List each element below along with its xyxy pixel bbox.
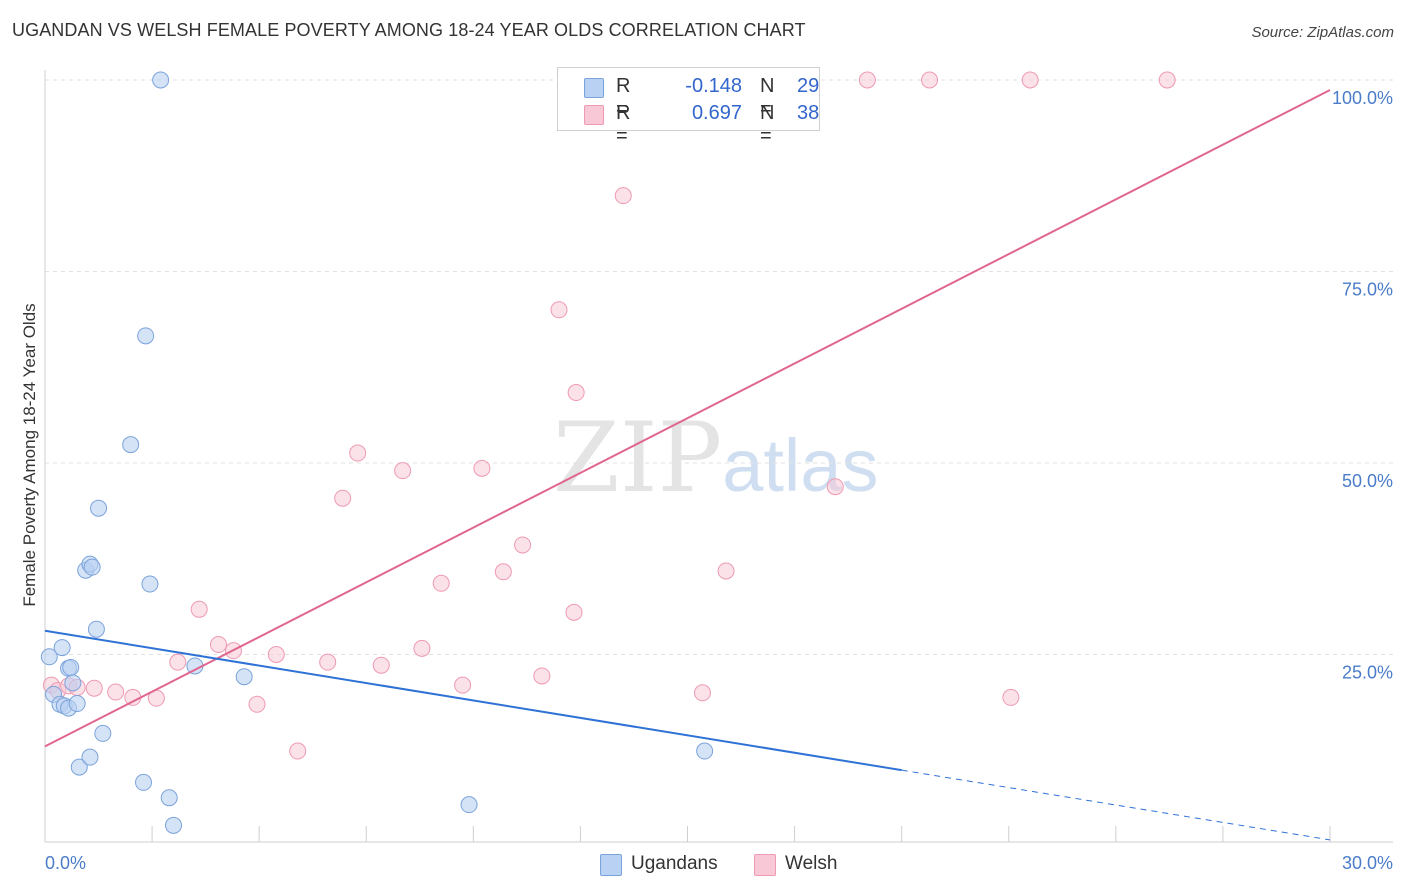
ugandans-point: [62, 659, 80, 677]
welsh-point: [107, 683, 125, 701]
welsh-point: [921, 71, 939, 89]
y-tick-label: 100.0%: [1332, 88, 1393, 108]
welsh-point: [372, 656, 390, 674]
welsh-point: [394, 462, 412, 480]
ugandans-point: [68, 695, 86, 713]
ugandans-point: [137, 327, 155, 345]
ugandans-point: [53, 639, 71, 657]
n-label: N =: [760, 75, 775, 120]
welsh-point: [169, 653, 187, 671]
n-label: N =: [760, 102, 775, 147]
welsh-point: [413, 639, 431, 657]
welsh-point: [1158, 71, 1176, 89]
n-value: 38: [797, 102, 820, 124]
welsh-swatch: [754, 854, 776, 876]
welsh-point: [494, 563, 512, 581]
welsh-point: [289, 742, 307, 760]
welsh-point: [209, 636, 227, 654]
welsh-point: [319, 653, 337, 671]
y-tick-label: 25.0%: [1342, 663, 1393, 683]
welsh-point: [1002, 688, 1020, 706]
correlation-legend: R = -0.148 N = 29 R = 0.697 N = 38: [557, 67, 820, 147]
ugandans-point: [460, 796, 478, 814]
ugandans-point: [135, 773, 153, 791]
welsh-point: [565, 603, 583, 621]
n-value: 29: [797, 75, 820, 97]
ugandans-point: [70, 758, 88, 776]
x-tick-label: 30.0%: [1342, 853, 1393, 873]
welsh-point: [85, 679, 103, 697]
legend-label: Ugandans: [631, 853, 718, 874]
welsh-point: [858, 71, 876, 89]
watermark-atlas: atlas: [722, 424, 879, 507]
welsh-point: [567, 384, 585, 402]
welsh-point: [533, 667, 551, 685]
ugandans-point: [64, 674, 82, 692]
ugandans-point: [83, 558, 101, 576]
welsh-trend-line: [44, 89, 1331, 748]
chart-title: UGANDAN VS WELSH FEMALE POVERTY AMONG 18…: [12, 20, 806, 40]
ugandans-point: [40, 648, 58, 666]
watermark: ZIPatlas: [553, 402, 879, 514]
r-value: -0.148: [685, 75, 742, 97]
watermark-zip: ZIP: [553, 402, 723, 514]
ugandans-point: [90, 499, 108, 517]
welsh-point: [826, 478, 844, 496]
ugandans-point: [235, 668, 253, 686]
y-tick-label: 75.0%: [1342, 280, 1393, 300]
welsh-point: [248, 695, 266, 713]
welsh-point: [473, 459, 491, 477]
ugandans-swatch: [600, 854, 622, 876]
ugandans-swatch: [584, 78, 604, 98]
ugandans-point: [94, 724, 112, 742]
x-tick-label: 0.0%: [45, 853, 86, 873]
welsh-point: [124, 688, 142, 706]
source-label: Source: ZipAtlas.com: [1251, 24, 1394, 41]
r-value: 0.697: [691, 102, 742, 124]
ugandans-point: [165, 816, 182, 834]
ugandans-trend-line: [44, 629, 902, 772]
welsh-point: [514, 536, 532, 554]
welsh-point: [693, 684, 711, 702]
ugandans-point: [152, 71, 170, 89]
ugandans-point: [696, 742, 714, 760]
welsh-point: [1021, 71, 1039, 89]
r-label: R =: [616, 102, 631, 147]
ugandans-point: [141, 575, 159, 593]
welsh-point: [454, 676, 472, 694]
welsh-point: [550, 301, 568, 319]
welsh-point: [432, 574, 450, 592]
welsh-point: [190, 600, 208, 618]
legend-label: Welsh: [785, 853, 838, 874]
welsh-point: [267, 646, 285, 663]
ugandans-point: [122, 436, 140, 454]
welsh-swatch: [584, 105, 604, 125]
welsh-point: [614, 187, 632, 205]
r-label: R =: [616, 75, 631, 120]
ugandans-point: [81, 748, 99, 766]
ugandans-point: [87, 620, 105, 638]
welsh-point: [717, 562, 735, 580]
welsh-point: [334, 489, 352, 507]
y-tick-label: 50.0%: [1342, 471, 1393, 491]
ugandans-point: [160, 789, 178, 807]
welsh-point: [349, 444, 367, 462]
